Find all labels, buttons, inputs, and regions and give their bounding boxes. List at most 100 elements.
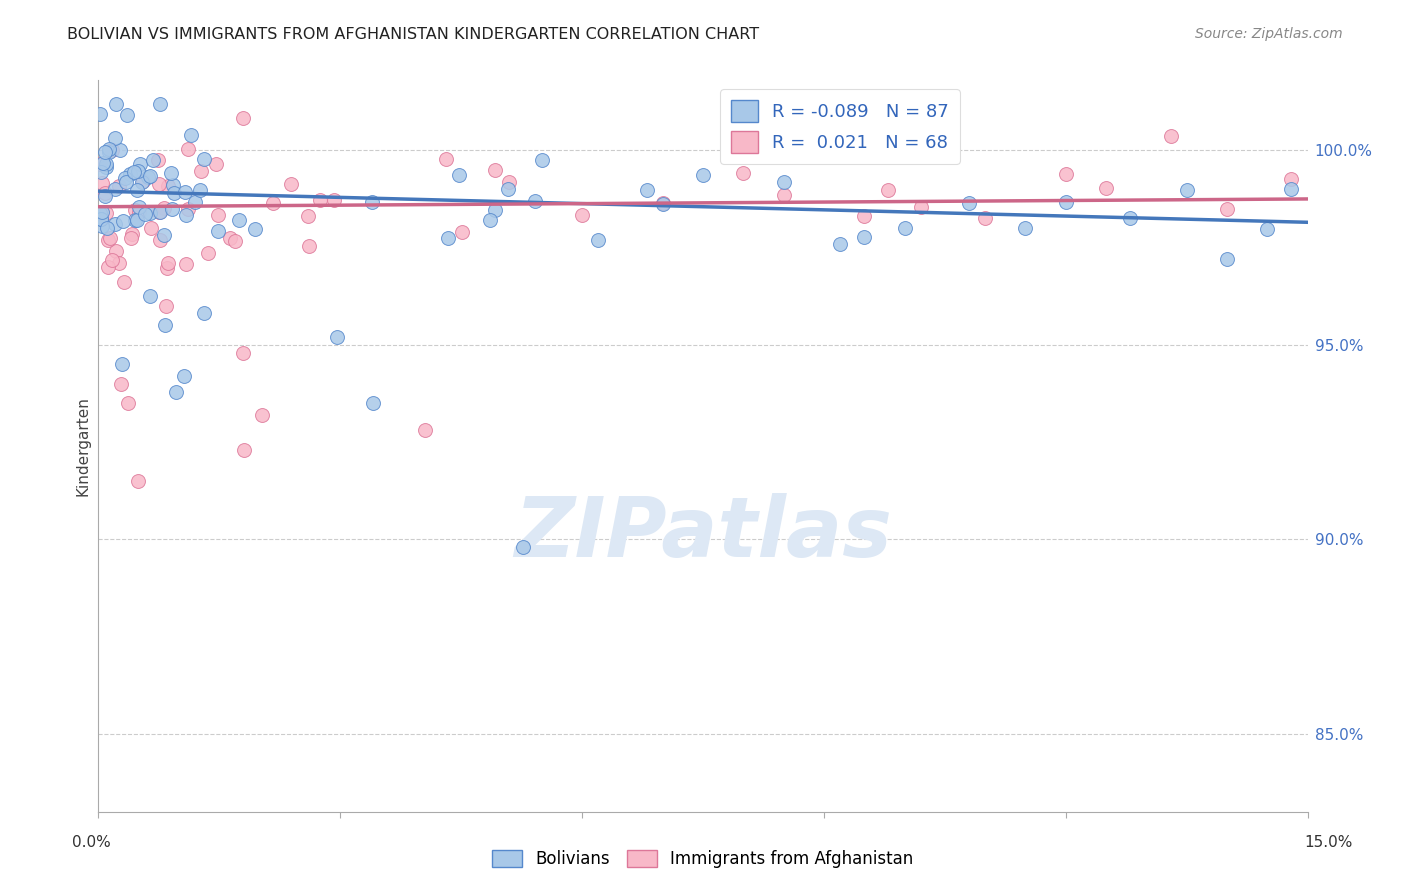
Point	[1175, 183, 1198, 197]
Point	[280, 177, 302, 191]
Point	[853, 230, 876, 244]
Point	[262, 195, 284, 210]
Point	[180, 128, 202, 142]
Point	[1216, 202, 1239, 216]
Point	[308, 193, 330, 207]
Point	[974, 211, 997, 226]
Point	[174, 257, 197, 271]
Point	[204, 157, 226, 171]
Point	[89, 106, 111, 120]
Point	[91, 156, 114, 170]
Point	[733, 166, 755, 180]
Point	[496, 182, 519, 196]
Point	[111, 357, 134, 371]
Point	[124, 212, 146, 227]
Legend: R = -0.089   N = 87, R =  0.021   N = 68: R = -0.089 N = 87, R = 0.021 N = 68	[720, 89, 960, 164]
Point	[243, 222, 266, 236]
Point	[98, 231, 121, 245]
Point	[326, 330, 349, 344]
Point	[94, 186, 117, 201]
Point	[103, 181, 125, 195]
Point	[162, 178, 184, 192]
Point	[188, 183, 211, 197]
Point	[96, 220, 118, 235]
Point	[132, 174, 155, 188]
Point	[219, 231, 242, 245]
Y-axis label: Kindergarten: Kindergarten	[75, 396, 90, 496]
Point	[233, 442, 256, 457]
Point	[228, 212, 250, 227]
Point	[1054, 167, 1077, 181]
Point	[94, 161, 117, 175]
Point	[111, 214, 134, 228]
Point	[224, 235, 246, 249]
Point	[142, 153, 165, 167]
Point	[524, 194, 547, 209]
Point	[162, 202, 184, 216]
Point	[1160, 129, 1182, 144]
Point	[177, 202, 200, 216]
Point	[232, 345, 254, 359]
Point	[651, 196, 673, 211]
Point	[155, 299, 177, 313]
Point	[112, 275, 135, 289]
Point	[232, 111, 254, 125]
Point	[90, 211, 112, 226]
Point	[124, 202, 146, 217]
Point	[636, 183, 658, 197]
Point	[91, 176, 114, 190]
Point	[97, 233, 120, 247]
Point	[190, 164, 212, 178]
Point	[1216, 252, 1239, 266]
Text: 15.0%: 15.0%	[1305, 836, 1353, 850]
Point	[90, 219, 112, 233]
Text: ZIPatlas: ZIPatlas	[515, 493, 891, 574]
Point	[772, 175, 794, 189]
Point	[298, 239, 321, 253]
Point	[127, 474, 149, 488]
Point	[957, 195, 980, 210]
Point	[149, 96, 172, 111]
Point	[176, 208, 198, 222]
Point	[877, 183, 900, 197]
Point	[128, 205, 150, 219]
Point	[155, 318, 177, 333]
Point	[104, 217, 127, 231]
Point	[207, 224, 229, 238]
Point	[484, 163, 506, 178]
Point	[157, 178, 180, 193]
Point	[148, 177, 170, 191]
Point	[90, 165, 112, 179]
Point	[152, 201, 174, 215]
Point	[173, 185, 195, 199]
Point	[449, 168, 471, 182]
Point	[193, 306, 215, 320]
Point	[90, 211, 112, 226]
Point	[530, 153, 553, 168]
Point	[107, 256, 129, 270]
Point	[162, 186, 184, 201]
Point	[184, 194, 207, 209]
Text: 0.0%: 0.0%	[72, 836, 111, 850]
Point	[136, 170, 159, 185]
Point	[1054, 194, 1077, 209]
Point	[94, 145, 117, 159]
Point	[571, 208, 593, 222]
Point	[1119, 211, 1142, 226]
Point	[156, 260, 179, 275]
Point	[108, 143, 131, 157]
Point	[193, 152, 215, 166]
Point	[131, 175, 153, 189]
Point	[98, 142, 121, 156]
Point	[197, 245, 219, 260]
Point	[104, 131, 127, 145]
Point	[157, 255, 180, 269]
Point	[323, 194, 346, 208]
Point	[108, 179, 131, 194]
Point	[101, 143, 124, 157]
Point	[297, 210, 319, 224]
Point	[173, 368, 195, 383]
Point	[772, 188, 794, 202]
Text: Source: ZipAtlas.com: Source: ZipAtlas.com	[1195, 27, 1343, 41]
Point	[139, 206, 162, 220]
